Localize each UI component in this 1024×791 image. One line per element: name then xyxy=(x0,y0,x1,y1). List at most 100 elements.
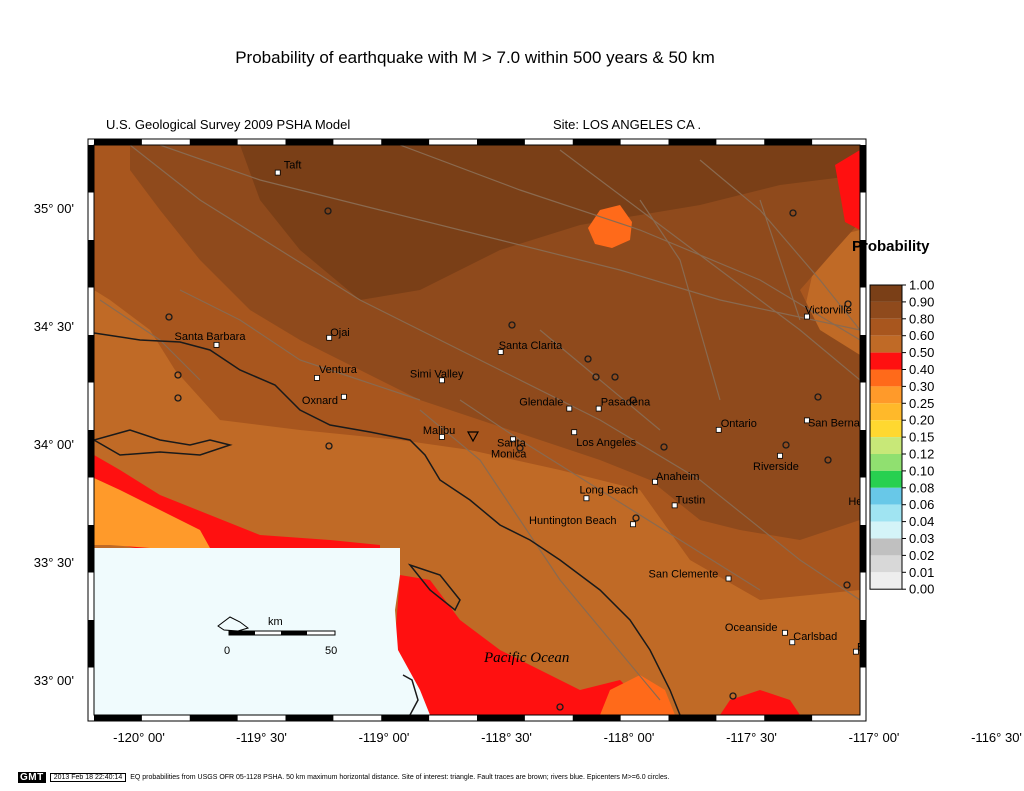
city-label: Ventura xyxy=(319,364,358,376)
city-label: Huntington Beach xyxy=(529,515,616,527)
city-label: Escondido xyxy=(857,642,908,654)
city-marker xyxy=(595,405,602,412)
city-label: Ontario xyxy=(721,418,757,430)
city-marker xyxy=(438,434,445,440)
city-marker xyxy=(777,452,783,459)
scale-unit: km xyxy=(268,616,283,628)
legend-swatch xyxy=(870,352,902,370)
legend-label: 0.80 xyxy=(909,311,934,326)
city-label: Malibu xyxy=(423,425,455,437)
city-marker xyxy=(438,377,445,384)
legend-label: 0.30 xyxy=(909,379,934,394)
city-label: Anaheim xyxy=(656,471,699,483)
longitude-label: -117° 00' xyxy=(849,730,900,745)
city-label: San Clemente xyxy=(649,569,719,581)
city-label: Glendale xyxy=(519,397,563,409)
legend-label: 0.10 xyxy=(909,463,934,478)
longitude-label: -116° 30' xyxy=(971,730,1022,745)
city-label: Santa Clarita xyxy=(499,340,563,352)
city-label: Carlsbad xyxy=(793,631,837,643)
city-marker xyxy=(510,436,516,443)
longitude-labels: -120° 00' -119° 30' -119° 00' -118° 30' -118… xyxy=(113,730,1022,745)
legend-label: 0.20 xyxy=(909,413,934,428)
legend-swatch xyxy=(870,538,902,556)
city-marker xyxy=(497,349,504,355)
legend-label: 0.02 xyxy=(909,548,934,563)
legend-label: 0.12 xyxy=(909,447,934,462)
latitude-label: 33° 00' xyxy=(34,673,74,688)
city-label: Victorville xyxy=(805,305,852,317)
site-label: Site: LOS ANGELES CA . xyxy=(553,117,702,132)
legend-swatch xyxy=(870,572,902,590)
city-marker xyxy=(986,482,991,487)
longitude-label: -117° 30' xyxy=(726,730,777,745)
legend-label: 0.00 xyxy=(909,582,934,597)
legend-swatch xyxy=(870,318,902,336)
probability-region-0-25 xyxy=(94,478,210,548)
city-marker xyxy=(213,341,220,348)
site-triangle-icon xyxy=(466,431,480,443)
latitude-label: 34° 30' xyxy=(34,319,74,334)
legend-swatch xyxy=(870,521,902,539)
legend-label: 0.04 xyxy=(909,514,934,529)
longitude-label: -119° 30' xyxy=(236,730,287,745)
scale-max: 50 xyxy=(325,645,337,657)
city-marker xyxy=(583,495,590,502)
legend-swatch xyxy=(870,369,902,387)
city-marker xyxy=(853,648,859,655)
city-markers: Taft Barstow Victorville Santa Barbara Ojai S… xyxy=(175,160,1017,655)
city-marker xyxy=(652,478,658,485)
probability-legend: 1.000.90 0.80 0.60 0.50 0.40 0.30 0.25 0.20 0.15… xyxy=(869,278,934,597)
city-label: Barstow xyxy=(871,220,911,232)
city-marker xyxy=(715,426,722,433)
latitude-label: 34° 00' xyxy=(34,437,74,452)
legend-swatch xyxy=(870,454,902,471)
legend-label: 0.60 xyxy=(909,328,934,343)
longitude-label: -118° 00' xyxy=(604,730,655,745)
city-label: Palm Springs xyxy=(951,486,1017,498)
legend-label: 0.06 xyxy=(909,497,934,512)
legend-label: 0.25 xyxy=(909,396,934,411)
map-title: Probability of earthquake with M > 7.0 w… xyxy=(235,48,715,67)
city-label: Santa xyxy=(497,437,527,449)
probability-region-0-50-south xyxy=(720,690,800,715)
latitude-label: 33° 30' xyxy=(34,555,74,570)
legend-swatch xyxy=(870,470,902,488)
city-marker xyxy=(804,313,810,320)
city-marker xyxy=(871,229,876,234)
timestamp: 2013 Feb 18 22:40:14 xyxy=(49,773,127,782)
probability-region-0-90-core xyxy=(240,145,860,300)
coastline xyxy=(94,332,681,715)
city-marker xyxy=(782,629,788,636)
longitude-label: -119° 00' xyxy=(359,730,410,745)
probability-region-0-40-south xyxy=(600,675,675,715)
epicenter-circles xyxy=(165,207,852,711)
scale-min: 0 xyxy=(224,645,230,657)
city-marker xyxy=(274,169,281,176)
city-marker xyxy=(630,521,636,528)
city-label: Long Beach xyxy=(579,484,638,496)
city-marker xyxy=(314,375,320,381)
gmt-logo: GMT xyxy=(18,772,46,783)
city-label: Los Angeles xyxy=(576,437,636,449)
city-label: Pasadena xyxy=(601,397,651,409)
city-label: San Bernardino xyxy=(808,417,884,429)
model-label: U.S. Geological Survey 2009 PSHA Model xyxy=(106,117,351,132)
city-label: Simi Valley xyxy=(410,368,464,380)
city-label: Oxnard xyxy=(302,395,338,407)
legend-swatch xyxy=(870,504,902,522)
city-label: Ojai xyxy=(330,327,350,339)
legend-label: 0.50 xyxy=(909,345,934,360)
city-marker xyxy=(725,575,732,582)
legend-label: 0.40 xyxy=(909,362,934,377)
legend-label: 0.01 xyxy=(909,565,934,580)
legend-swatch xyxy=(870,420,902,438)
map-frame xyxy=(87,138,867,722)
latitude-labels: 35° 00' 34° 30' 34° 00' 33° 30' 33° 00' xyxy=(34,201,74,688)
longitude-label: -120° 00' xyxy=(113,730,165,745)
city-label: Oceanside xyxy=(725,622,778,634)
city-marker xyxy=(566,405,573,412)
city-marker xyxy=(804,417,810,424)
legend-swatch xyxy=(870,487,902,505)
legend-label: 1.00 xyxy=(909,278,934,293)
